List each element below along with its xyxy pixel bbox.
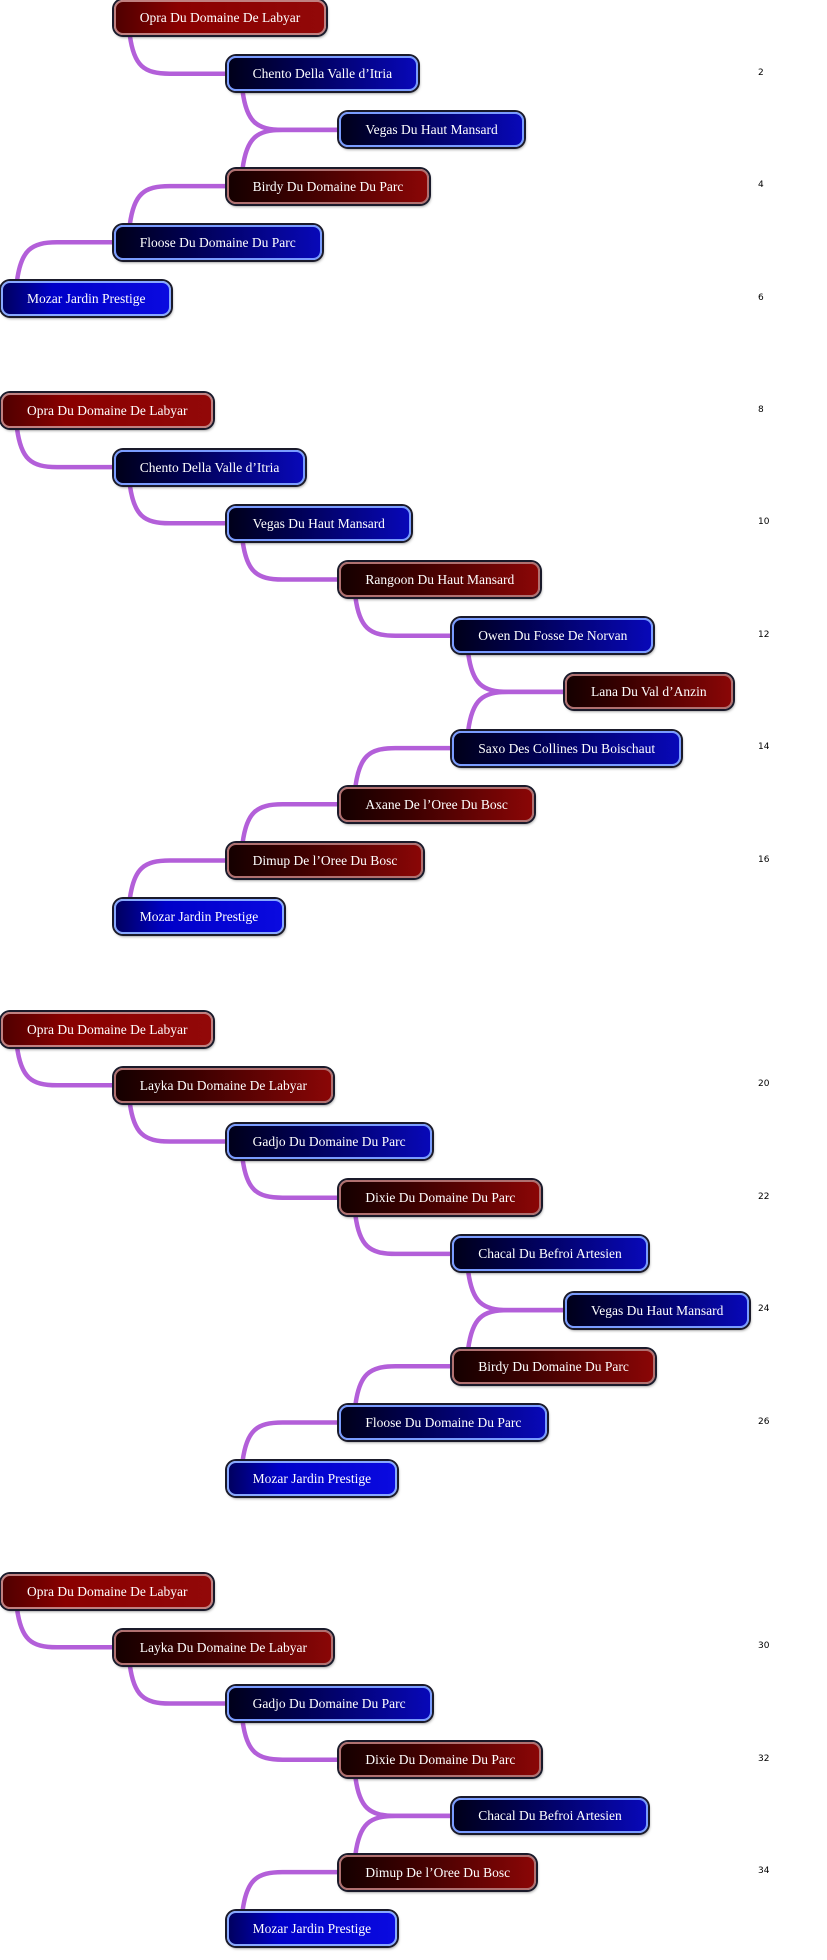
pedigree-node[interactable]: Gadjo Du Domaine Du Parc [226,1124,432,1159]
pedigree-link [14,1606,119,1650]
pedigree-node[interactable]: Opra Du Domaine De Labyar [1,1011,214,1047]
pedigree-node[interactable]: Layka Du Domaine De Labyar [113,1629,333,1665]
pedigree-node[interactable]: Saxo Des Collines Du Boischaut [452,730,682,766]
pedigree-node[interactable]: Dixie Du Domaine Du Parc [339,1180,542,1216]
row-number: 22 [758,1191,770,1202]
pedigree-link [465,1307,570,1352]
pedigree-node[interactable]: Dimup De l’Oree Du Bosc [226,843,424,878]
row-number: 6 [758,292,764,303]
pedigree-node[interactable]: Gadjo Du Domaine Du Parc [226,1686,432,1721]
pedigree-node[interactable]: Layka Du Domaine De Labyar [113,1067,333,1103]
pedigree-link [240,1718,344,1762]
row-number: 14 [758,742,770,753]
pedigree-node[interactable]: Mozar Jardin Prestige [226,1910,398,1946]
pedigree-node[interactable]: Mozar Jardin Prestige [1,281,172,316]
pedigree-link [465,650,570,695]
pedigree-node[interactable]: Floose Du Domaine Du Parc [339,1405,548,1440]
row-number: 8 [758,404,764,415]
row-number: 10 [758,517,770,528]
pedigree-link [353,1813,457,1857]
pedigree-link [240,127,344,171]
pedigree-node[interactable]: Dimup De l’Oree Du Bosc [339,1854,537,1890]
pedigree-link [240,1869,344,1914]
pedigree-node[interactable]: Vegas Du Haut Mansard [226,505,411,541]
row-number: 2 [758,67,764,78]
pedigree-node[interactable]: Dixie Du Domaine Du Parc [339,1742,542,1778]
pedigree-link [465,1269,570,1313]
pedigree-link [240,802,344,846]
pedigree-node[interactable]: Birdy Du Domaine Du Parc [226,168,430,204]
pedigree-link [127,1100,231,1144]
pedigree-node[interactable]: Mozar Jardin Prestige [113,899,285,935]
pedigree-node[interactable]: Mozar Jardin Prestige [226,1461,398,1497]
row-number: 34 [758,1866,770,1877]
pedigree-node[interactable]: Chento Della Valle d’Itria [113,449,306,485]
pedigree-link [240,1156,344,1200]
pedigree-link [127,858,231,902]
pedigree-link [353,1774,457,1819]
pedigree-link [14,240,119,284]
row-number: 16 [758,854,770,865]
pedigree-link [240,1420,344,1464]
pedigree-node[interactable]: Vegas Du Haut Mansard [339,112,524,148]
pedigree-link [127,1662,231,1706]
pedigree-node[interactable]: Rangoon Du Haut Mansard [339,562,541,597]
pedigree-node[interactable]: Vegas Du Haut Mansard [565,1292,750,1328]
pedigree-link [14,426,119,470]
pedigree-node[interactable]: Opra Du Domaine De Labyar [1,393,214,429]
pedigree-link [127,183,231,228]
pedigree-link [127,482,231,526]
row-number: 24 [758,1304,770,1315]
pedigree-link [353,594,457,638]
pedigree-link [14,1044,119,1088]
pedigree-link [353,745,457,790]
pedigree-link [240,88,344,133]
pedigree-node[interactable]: Chacal Du Befroi Artesien [452,1798,648,1834]
pedigree-node[interactable]: Opra Du Domaine De Labyar [1,1573,214,1609]
pedigree-node[interactable]: Owen Du Fosse De Norvan [452,618,654,654]
pedigree-link [240,538,344,582]
row-number: 26 [758,1416,770,1427]
pedigree-link [465,689,570,733]
pedigree-link [353,1364,457,1408]
row-number: 12 [758,629,770,640]
row-number: 32 [758,1753,770,1764]
pedigree-node[interactable]: Chento Della Valle d’Itria [226,56,419,92]
pedigree-link [353,1212,457,1257]
row-number: 30 [758,1641,770,1652]
row-number: 4 [758,180,764,191]
pedigree-node[interactable]: Chacal Du Befroi Artesien [452,1236,648,1272]
pedigree-node[interactable]: Axane De l’Oree Du Bosc [339,786,534,822]
pedigree-node[interactable]: Opra Du Domaine De Labyar [113,0,327,35]
row-number: 20 [758,1079,770,1090]
pedigree-link [127,32,231,76]
pedigree-node[interactable]: Floose Du Domaine Du Parc [113,224,322,260]
pedigree-node[interactable]: Birdy Du Domaine Du Parc [452,1348,655,1384]
pedigree-node[interactable]: Lana Du Val d’Anzin [565,674,733,710]
